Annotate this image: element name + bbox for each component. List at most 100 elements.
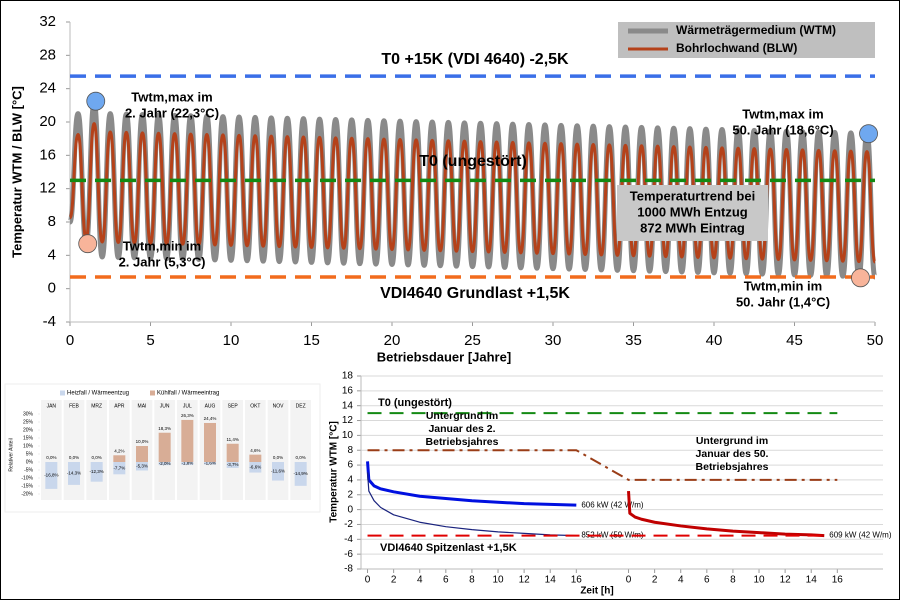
x-tick-label: 35 (625, 332, 642, 349)
x-tick-label: 12 (519, 575, 531, 586)
y-tick-label: 0 (48, 280, 56, 297)
y-tick-label: 14 (342, 400, 354, 411)
x-tick-label: 4 (417, 575, 423, 586)
series-line (68, 122, 877, 264)
y-tick-label: 4 (347, 475, 353, 486)
x-tick-label: 0 (365, 575, 371, 586)
chart-text: Untergrund im (426, 410, 498, 422)
bar (204, 462, 216, 465)
bar-value-label: -5,3% (136, 463, 148, 468)
y-tick-label: -4 (344, 534, 353, 545)
series-label: 609 kW (42 W/m) (829, 531, 892, 540)
x-tick-label: 50 (867, 332, 884, 349)
category-column (267, 400, 289, 500)
y-tick-label: 16 (342, 385, 354, 396)
y-tick-label: 25% (23, 419, 34, 425)
annotation-text: 2. Jahr (22,3°C) (125, 105, 219, 120)
y-tick-label: 8 (347, 445, 353, 456)
y-tick-label: -5% (24, 467, 33, 473)
bar-value-label: -12,3% (90, 469, 104, 474)
y-axis-label: Temperatur WTM [°C] (329, 421, 340, 523)
bar (272, 462, 284, 481)
bar (113, 462, 126, 475)
bar (226, 443, 239, 462)
x-axis-label: Zeit [h] (580, 586, 613, 597)
series-line (366, 472, 577, 537)
x-tick-label: 0 (66, 332, 74, 349)
y-tick-label: 8 (48, 213, 56, 230)
x-tick-label: 6 (704, 575, 710, 586)
y-tick-label: 16 (39, 146, 56, 163)
y-tick-label: 28 (39, 46, 56, 63)
y-tick-label: 2 (347, 489, 353, 500)
legend-swatch (150, 390, 155, 396)
reference-label: T0 +15K (VDI 4640) -2,5K (381, 51, 569, 68)
x-tick-label: 12 (780, 575, 792, 586)
bar-value-label: 4,6% (250, 448, 260, 453)
series-label: 606 kW (42 W/m) (581, 500, 644, 509)
y-tick-label: 4 (48, 246, 56, 263)
y-tick-label: 0 (347, 504, 353, 515)
annotation-marker (859, 124, 878, 144)
bar (45, 462, 58, 489)
x-tick-label: 2 (652, 575, 658, 586)
x-tick-label: FEB (69, 403, 79, 409)
bar-value-label: -14,9% (294, 471, 308, 476)
x-tick-label: 5 (146, 332, 154, 349)
note-text: 872 MWh Eintrag (640, 220, 745, 235)
legend-label: Bohrlochwand (BLW) (676, 41, 797, 55)
x-tick-label: 4 (678, 575, 684, 586)
y-tick-label: 5% (26, 451, 34, 457)
x-tick-label: AUG (205, 403, 216, 409)
bar-value-label: -7,7% (113, 465, 125, 470)
bar-value-label: -2,0% (159, 461, 171, 466)
annotation-text: 50. Jahr (1,4°C) (736, 294, 830, 309)
chart-text: Betriebsjahres (696, 461, 769, 473)
bar (294, 462, 307, 486)
y-tick-label: 10% (23, 443, 34, 449)
legend-label: Wärmeträgermedium (WTM) (676, 23, 836, 37)
category-column (109, 400, 130, 500)
annotation-text: Twtm,min im (744, 278, 822, 293)
annotation-text: 2. Jahr (5,3°C) (119, 254, 206, 269)
x-tick-label: SEP (228, 403, 239, 409)
annotation-text: 50. Jahr (18,6°C) (732, 122, 833, 137)
bar (249, 462, 262, 473)
y-axis-label: Temperatur WTM / BLW [°C] (9, 86, 24, 258)
category-column (63, 400, 85, 500)
x-tick-label: 30 (545, 332, 562, 349)
series-label: VDI4640 Spitzenlast +1,5K (380, 542, 517, 554)
annotation-text: Twtm,max im (742, 106, 823, 121)
x-tick-label: 10 (753, 575, 765, 586)
bar (181, 419, 194, 462)
annotation-marker (78, 234, 98, 254)
x-tick-label: 8 (730, 575, 736, 586)
bar-value-label: 0,0% (296, 455, 306, 460)
series-label: T0 (ungestört) (378, 397, 452, 409)
x-tick-label: 0 (626, 575, 632, 586)
bar-value-label: 11,4% (226, 437, 238, 442)
x-tick-label: 10 (223, 332, 240, 349)
x-tick-label: OKT (250, 403, 260, 409)
x-tick-label: 10 (492, 575, 504, 586)
x-axis-label: Betriebsdauer [Jahre] (377, 349, 511, 364)
y-tick-label: -20% (21, 491, 33, 497)
note-text: 1000 MWh Entzug (637, 204, 748, 219)
x-tick-label: 40 (706, 332, 723, 349)
bar (90, 462, 103, 482)
y-tick-label: 12 (342, 415, 354, 426)
x-tick-label: 14 (545, 575, 557, 586)
bar-value-label: 0,0% (92, 455, 102, 460)
note-text: Temperaturtrend bei (630, 188, 755, 203)
x-tick-label: 14 (806, 575, 818, 586)
chart-text: Untergrund im (696, 435, 768, 447)
legend-label: Kühlfall / Wärmeeintrag (157, 391, 219, 397)
series-line (367, 449, 838, 481)
annotation-text: Twtm,min im (123, 238, 201, 253)
x-tick-label: 16 (571, 575, 583, 586)
x-tick-label: JAN (47, 403, 57, 409)
bar-value-label: 24,4% (204, 416, 217, 421)
legend-swatch (60, 390, 65, 396)
